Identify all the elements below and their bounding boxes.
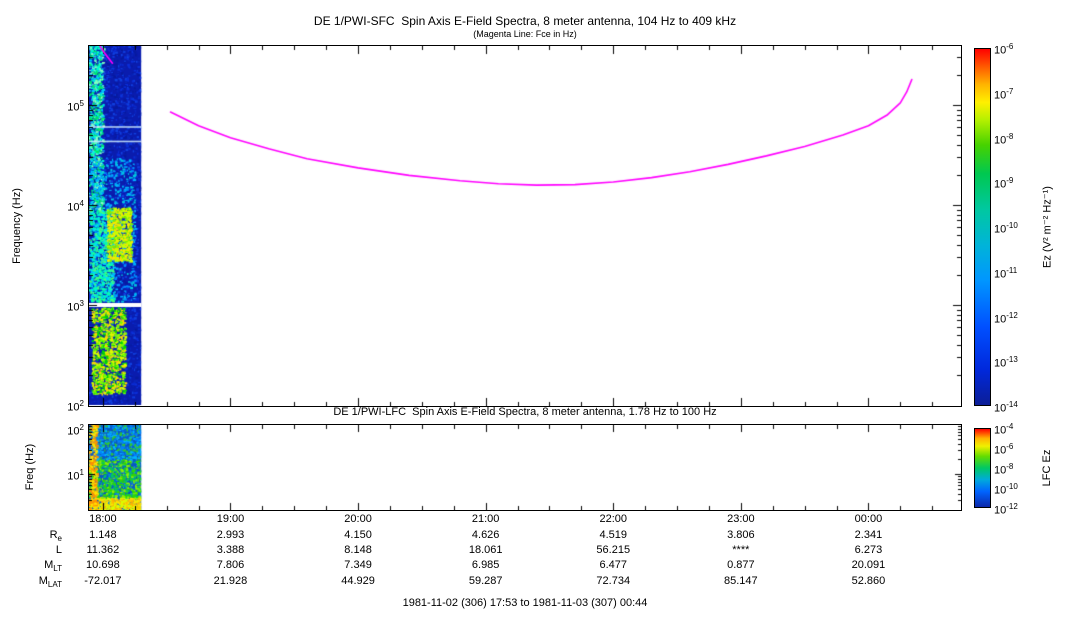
sfc-colorbar-tick-label: 10-12 — [994, 310, 1018, 326]
x-tick-label: 19:00 — [216, 513, 245, 525]
lfc-ytick-label: 102 — [67, 423, 84, 438]
sfc-title: DE 1/PWI-SFC Spin Axis E-Field Spectra, … — [313, 14, 737, 28]
ephemeris-value: 2.341 — [854, 529, 883, 541]
time-range-footer: 1981-11-02 (306) 17:53 to 1981-11-03 (30… — [402, 597, 648, 609]
sfc-ytick-label: 103 — [67, 299, 84, 314]
sfc-ytick-label: 105 — [67, 99, 84, 114]
sfc-colorbar-tick-label: 10-7 — [994, 86, 1014, 102]
lfc-colorbar-tick-label: 10-6 — [994, 442, 1014, 457]
ephemeris-value: 2.993 — [216, 529, 245, 541]
ephemeris-value: 44.929 — [341, 575, 375, 587]
ephemeris-value: 7.806 — [216, 559, 245, 571]
ephemeris-value: 56.215 — [596, 544, 631, 556]
ephemeris-value: 6.273 — [854, 544, 883, 556]
x-tick-label: 00:00 — [854, 513, 883, 525]
ephemeris-row-label: Re — [49, 529, 62, 544]
x-tick-label: 21:00 — [471, 513, 500, 525]
sfc-colorbar-tick-label: 10-8 — [994, 131, 1014, 147]
ephemeris-value: 0.877 — [727, 559, 755, 571]
ephemeris-value: **** — [732, 544, 750, 556]
sfc-colorbar-tick-label: 10-6 — [994, 42, 1014, 57]
lfc-panel — [88, 424, 962, 511]
ephemeris-value: 6.985 — [471, 559, 500, 571]
ephemeris-row-label: L — [55, 544, 62, 556]
ephemeris-value: -72.017 — [84, 575, 122, 587]
ephemeris-value: 18.061 — [468, 544, 503, 556]
ephemeris-value: 8.148 — [344, 544, 372, 556]
ephemeris-value: 6.477 — [599, 559, 628, 571]
lfc-colorbar-tick-label: 10-10 — [994, 482, 1018, 497]
lfc-colorbar-label: LFC Ez — [1041, 449, 1053, 487]
sfc-ytick-label: 104 — [67, 199, 84, 214]
ephemeris-value: 1.148 — [89, 529, 117, 541]
ephemeris-value: 3.388 — [216, 544, 245, 556]
sfc-colorbar-tick-label: 10-11 — [994, 265, 1018, 281]
ephemeris-value: 4.626 — [471, 529, 500, 541]
ephemeris-value: 72.734 — [596, 575, 631, 587]
x-tick-label: 23:00 — [727, 513, 755, 525]
ephemeris-value: 11.362 — [86, 544, 120, 556]
sfc-colorbar-tick-label: 10-13 — [994, 355, 1018, 370]
lfc-title: DE 1/PWI-LFC Spin Axis E-Field Spectra, … — [333, 406, 717, 418]
sfc-colorbar-tick-label: 10-9 — [994, 176, 1014, 191]
ephemeris-value: 3.806 — [727, 529, 755, 541]
lfc-colorbar-tick-label: 10-4 — [994, 422, 1014, 437]
sfc-subtitle: (Magenta Line: Fce in Hz) — [473, 29, 577, 39]
x-tick-label: 20:00 — [344, 513, 372, 525]
sfc-colorbar-tick-label: 10-14 — [994, 400, 1018, 415]
sfc-yaxis-label: Frequency (Hz) — [11, 188, 23, 264]
lfc-colorbar — [974, 428, 991, 508]
lfc-plot-canvas — [89, 425, 961, 510]
sfc-colorbar-label: Ez (V² m⁻² Hz⁻¹) — [1041, 186, 1054, 268]
x-tick-label: 18:00 — [89, 513, 117, 525]
sfc-ytick-label: 102 — [67, 399, 84, 414]
ephemeris-value: 59.287 — [468, 575, 503, 587]
sfc-plot-canvas — [89, 46, 961, 406]
ephemeris-value: 85.147 — [724, 575, 758, 587]
ephemeris-value: 10.698 — [86, 559, 120, 571]
ephemeris-row-label: MLT — [44, 559, 62, 574]
ephemeris-value: 20.091 — [851, 559, 886, 571]
sfc-panel — [88, 45, 962, 407]
sfc-colorbar-tick-label: 10-10 — [994, 221, 1018, 236]
ephemeris-value: 52.860 — [851, 575, 886, 587]
sfc-colorbar — [974, 48, 991, 406]
lfc-yaxis-label: Freq (Hz) — [24, 443, 36, 491]
ephemeris-value: 4.519 — [599, 529, 628, 541]
ephemeris-value: 21.928 — [213, 575, 248, 587]
ephemeris-value: 4.150 — [344, 529, 372, 541]
lfc-colorbar-tick-label: 10-12 — [994, 502, 1018, 517]
lfc-colorbar-tick-label: 10-8 — [994, 462, 1014, 477]
ephemeris-value: 7.349 — [344, 559, 372, 571]
ephemeris-row-label: MLAT — [38, 575, 62, 590]
x-tick-label: 22:00 — [599, 513, 628, 525]
lfc-ytick-label: 101 — [67, 468, 84, 483]
